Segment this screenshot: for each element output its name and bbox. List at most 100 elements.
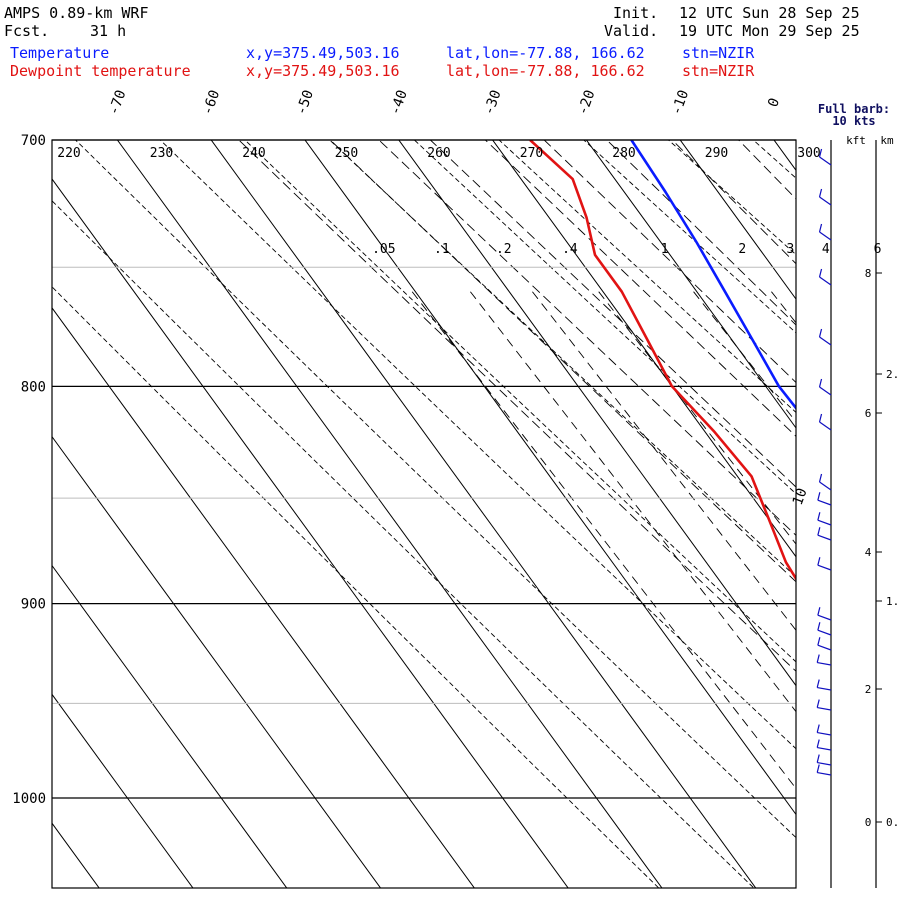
wind-barb-flag [818, 223, 823, 233]
wind-barb [819, 336, 832, 346]
mixing-ratio-label: .1 [434, 242, 450, 257]
isotherm-label: -40 [387, 88, 411, 117]
dry-adiabat-line [74, 140, 796, 839]
isotherm-label: 0 [765, 96, 783, 109]
wind-barb [817, 534, 832, 541]
potential-temperature-label: 260 [427, 146, 450, 161]
moist-adiabat-line [378, 140, 796, 536]
wind-barb-flag [818, 268, 823, 278]
legend-dewpoint-latlon: lat,lon=-77.88, 166.62 [446, 62, 645, 80]
isotherm-label: -10 [669, 88, 693, 117]
wind-barb [819, 231, 832, 241]
moist-adiabat-line [543, 140, 796, 384]
isotherm-line [773, 140, 796, 172]
temperature-profile-line [630, 140, 796, 411]
km-tick-label: 1. [886, 595, 899, 608]
wind-barb [817, 519, 832, 526]
isotherm-label: -50 [293, 88, 317, 117]
moist-adiabat-line [238, 140, 796, 672]
wind-barb-flag [817, 622, 821, 631]
isotherm-line [52, 178, 569, 888]
wind-barb-flag [817, 492, 821, 501]
dry-adiabat-line [413, 140, 796, 495]
wind-barb-flag [816, 754, 820, 763]
kft-tick-label: 2 [865, 683, 872, 696]
wind-barb [817, 771, 832, 776]
init-value: 12 UTC Sun 28 Sep 25 [679, 4, 860, 22]
mixing-ratio-line [470, 291, 796, 713]
wind-barb-flag [816, 764, 820, 773]
potential-temperature-label: 230 [150, 146, 173, 161]
legend-dewpoint-xy: x,y=375.49,503.16 [246, 62, 400, 80]
plot-frame [51, 139, 797, 889]
wind-barb [819, 386, 832, 396]
kft-tick-label: 0 [865, 816, 872, 829]
moist-adiabat-line [429, 140, 796, 488]
mixing-ratio-label: .2 [496, 242, 512, 257]
legend-temperature-stn: stn=NZIR [682, 44, 755, 62]
mixing-ratio-label: .4 [562, 242, 578, 257]
wind-barb-flag [817, 637, 821, 646]
isotherm-line [52, 307, 475, 888]
legend-dewpoint-name: Dewpoint temperature [10, 62, 191, 80]
isotherm-line [52, 693, 194, 888]
isotherm-label: -20 [575, 88, 599, 117]
wind-barb [819, 196, 832, 206]
forecast-label: Fcst. [4, 22, 50, 40]
kft-tick-label: 4 [865, 546, 872, 559]
wind-barb-flag [818, 148, 823, 158]
kft-tick-label: 8 [865, 267, 872, 280]
potential-temperature-label: 240 [242, 146, 265, 161]
km-tick-label: 2. [886, 368, 899, 381]
pressure-tick-label: 800 [21, 379, 46, 395]
isotherm-line [52, 435, 382, 888]
pressure-tick-label: 1000 [12, 791, 46, 807]
moist-adiabat-line [329, 140, 796, 583]
mixing-ratio-line [411, 291, 796, 790]
isotherm-line [210, 140, 757, 888]
legend-temperature-xy: x,y=375.49,503.16 [246, 44, 400, 62]
wind-barb-flag [816, 654, 820, 663]
wind-barb [819, 276, 832, 286]
dry-adiabat-line [583, 140, 796, 334]
wind-barb [819, 421, 832, 431]
isotherm-line [398, 140, 796, 687]
isotherm-line [52, 822, 100, 888]
wind-barb-flag [818, 378, 823, 388]
dry-adiabat-line [329, 140, 796, 578]
wind-barb-flag [817, 512, 821, 521]
isotherm-label: -30 [481, 88, 505, 117]
potential-temperature-label: 290 [705, 146, 728, 161]
wind-barb-flag [818, 188, 823, 198]
wind-barb-flag [817, 607, 821, 616]
wind-barb-flag [816, 699, 820, 708]
forecast-value: 31 h [90, 22, 127, 40]
legend-temperature-latlon: lat,lon=-77.88, 166.62 [446, 44, 645, 62]
model-title: AMPS 0.89-km WRF [4, 4, 149, 22]
wind-barb [817, 746, 832, 751]
wind-barb [817, 644, 832, 651]
isotherm-line [52, 564, 288, 888]
potential-temperature-label: 220 [57, 146, 80, 161]
isotherm-line [304, 140, 796, 816]
wind-barb [817, 761, 832, 766]
mixing-ratio-label: 2 [738, 242, 746, 257]
wind-barb [819, 481, 832, 491]
dry-adiabat-line [159, 140, 796, 750]
wind-barb [817, 564, 832, 571]
moist-adiabat-line [484, 140, 796, 437]
wind-barb [817, 686, 832, 691]
legend-temperature-name: Temperature [10, 44, 110, 62]
isotherm-label: -60 [200, 88, 224, 117]
init-label: Init. [613, 4, 659, 22]
pressure-tick-label: 900 [21, 597, 46, 613]
dewpoint-profile-line [529, 140, 796, 582]
potential-temperature-label: 300 [797, 146, 820, 161]
mixing-ratio-label: .05 [372, 242, 395, 257]
legend-dewpoint-stn: stn=NZIR [682, 62, 755, 80]
wind-barb [817, 629, 832, 636]
isotherm-label: -70 [106, 88, 130, 117]
mixing-ratio-label: 1 [661, 242, 669, 257]
barb-legend-speed: 10 kts [832, 114, 875, 128]
mixing-ratio-label: 3 [787, 242, 795, 257]
